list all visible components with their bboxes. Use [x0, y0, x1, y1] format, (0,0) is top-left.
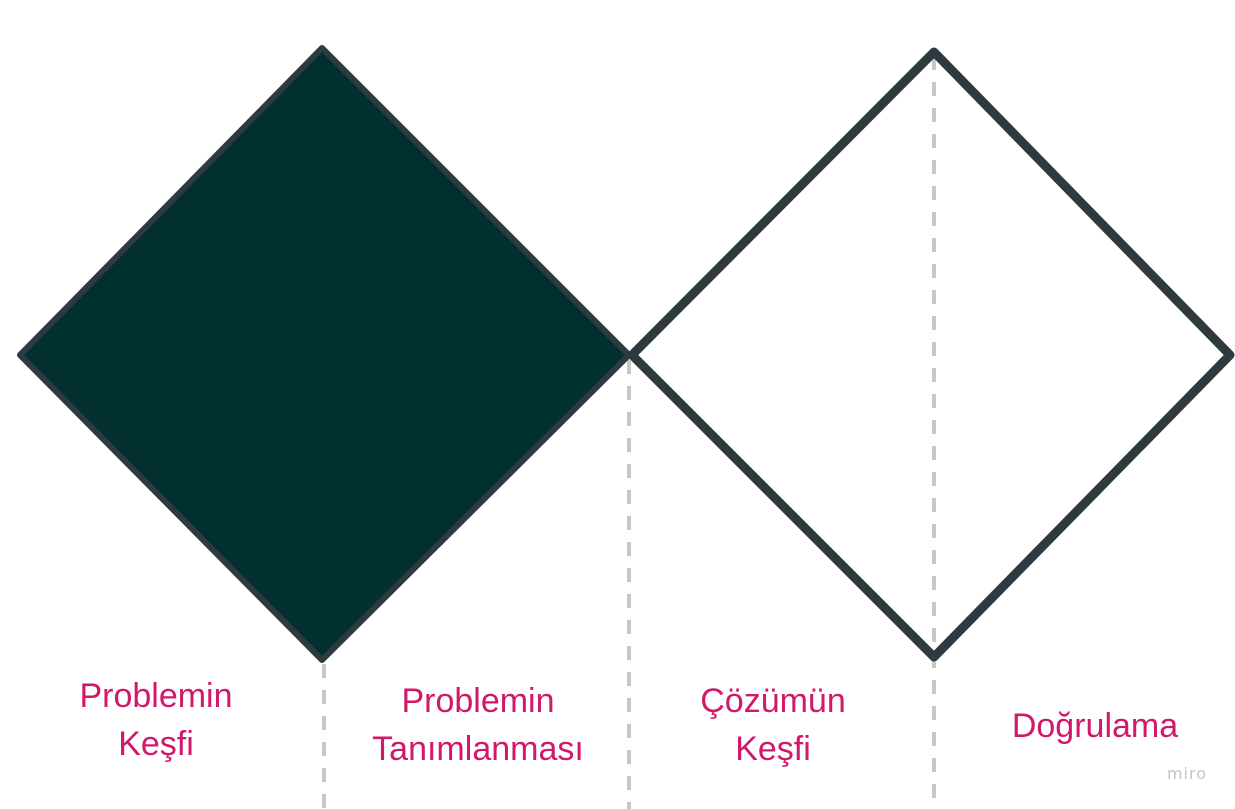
phase-label-line2: Keşfi: [735, 730, 811, 768]
phase-label-line2: Keşfi: [118, 725, 194, 763]
phase-label-solution-discovery: Çözümün Keşfi: [643, 677, 903, 773]
diamond-solution-space: [627, 47, 1235, 662]
diamond-problem-space: [17, 45, 632, 663]
phase-label-line1: Çözümün: [700, 682, 846, 720]
phase-label-line1: Problemin: [401, 682, 555, 720]
phase-label-problem-definition: Problemin Tanımlanması: [348, 677, 608, 773]
phase-label-problem-discovery: Problemin Keşfi: [26, 672, 286, 768]
phase-label-line1: Problemin: [79, 677, 233, 715]
phase-label-validation: Doğrulama: [965, 702, 1225, 750]
miro-watermark: miro: [1166, 764, 1207, 783]
phase-label-line1: Doğrulama: [1011, 707, 1179, 745]
phase-label-line2: Tanımlanması: [372, 730, 584, 768]
